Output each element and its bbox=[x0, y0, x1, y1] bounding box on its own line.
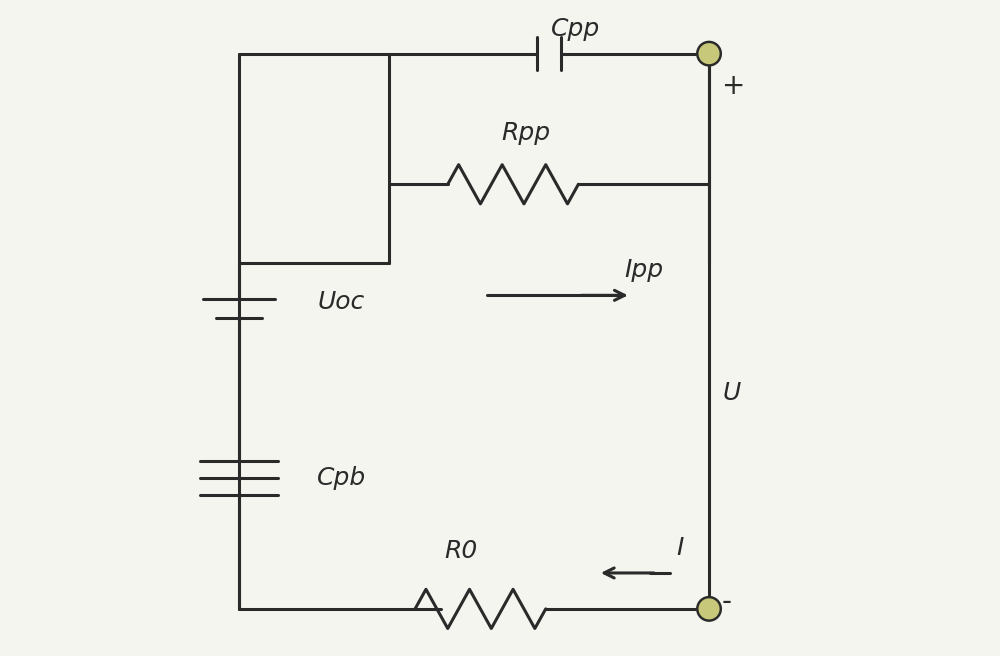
Text: -: - bbox=[722, 588, 732, 617]
Text: Cpp: Cpp bbox=[550, 16, 600, 41]
Circle shape bbox=[697, 597, 721, 621]
Text: Rpp: Rpp bbox=[502, 121, 551, 145]
Text: Ipp: Ipp bbox=[624, 258, 663, 282]
Text: R0: R0 bbox=[444, 539, 477, 563]
Circle shape bbox=[697, 42, 721, 66]
Text: +: + bbox=[722, 72, 745, 100]
Text: Uoc: Uoc bbox=[317, 290, 364, 314]
Text: Cpb: Cpb bbox=[317, 466, 366, 490]
Text: I: I bbox=[676, 536, 684, 560]
Text: U: U bbox=[722, 381, 740, 405]
